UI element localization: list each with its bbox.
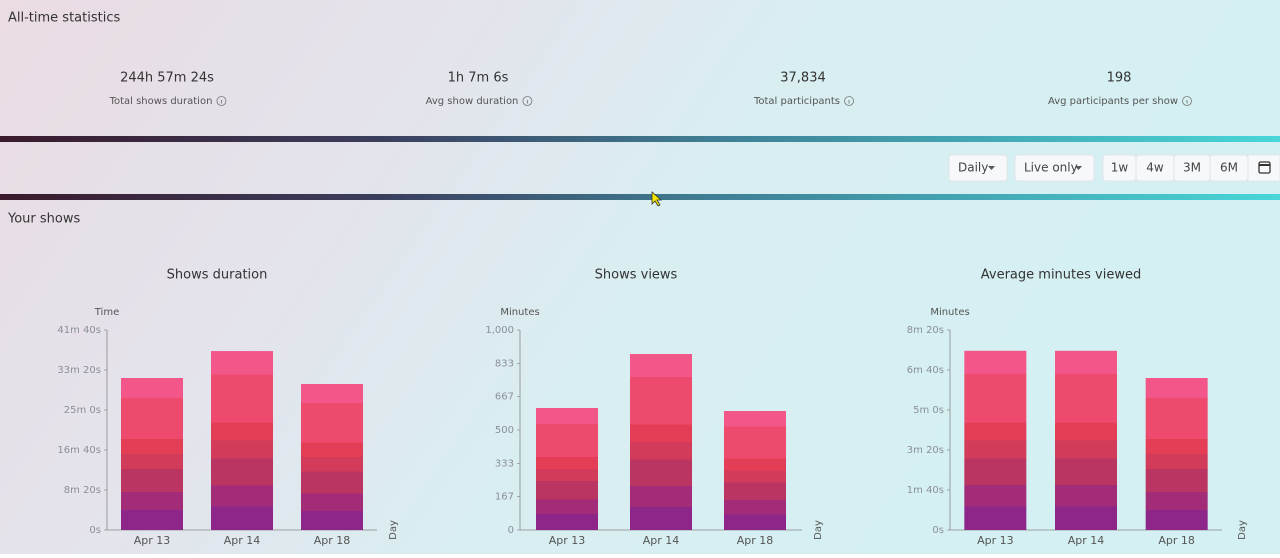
button[interactable]: [948, 154, 1008, 182]
bar: [536, 408, 598, 530]
x-tick-label: Apr 18: [314, 534, 351, 547]
x-tick-label: Apr 13: [134, 534, 171, 547]
button-label: Daily: [958, 161, 988, 175]
y-tick-label: 667: [495, 392, 514, 403]
stat-value: 1h 7m 6s: [448, 71, 509, 86]
button-label: 1w: [1111, 161, 1129, 175]
y-tick-label: 167: [495, 492, 514, 503]
y-tick-label: 1,000: [485, 325, 514, 336]
stat-value: 37,834: [780, 71, 826, 86]
bar: [301, 384, 363, 530]
button-label: Live only: [1024, 161, 1078, 175]
y-axis-label: Minutes: [930, 307, 969, 318]
y-tick-label: 33m 20s: [57, 365, 101, 376]
chart-title: Average minutes viewed: [981, 268, 1141, 283]
button-label: 4w: [1146, 161, 1164, 175]
stat-label: Avg participants per show: [1048, 96, 1178, 107]
info-icon[interactable]: [1182, 96, 1192, 106]
bar: [724, 411, 786, 530]
x-tick-label: Apr 14: [1068, 534, 1105, 547]
x-tick-label: Apr 13: [549, 534, 586, 547]
y-tick-label: 16m 40s: [57, 445, 101, 456]
bar: [121, 378, 183, 530]
x-tick-label: Apr 13: [977, 534, 1014, 547]
x-tick-label: Apr 18: [737, 534, 774, 547]
info-icon[interactable]: [844, 96, 854, 106]
chart-title: Shows views: [595, 268, 678, 283]
y-tick-label: 8m 20s: [907, 325, 944, 336]
stat-value: 244h 57m 24s: [120, 71, 214, 86]
x-tick-label: Apr 18: [1158, 534, 1195, 547]
y-tick-label: 25m 0s: [64, 405, 101, 416]
caret: [988, 166, 995, 170]
cursor: [651, 191, 663, 207]
y-tick-label: 5m 0s: [913, 405, 944, 416]
stat-value: 198: [1107, 71, 1132, 86]
bar: [1145, 378, 1208, 530]
caret: [1075, 166, 1082, 170]
y-tick-label: 0s: [89, 525, 101, 536]
y-tick-label: 1m 40s: [907, 485, 944, 496]
bar: [211, 351, 273, 530]
y-tick-label: 833: [495, 358, 514, 369]
bar: [630, 354, 692, 530]
header-title: All-time statistics: [8, 11, 120, 26]
y-tick-label: 41m 40s: [57, 325, 101, 336]
x-axis-label: Day: [813, 520, 824, 540]
divider: [0, 136, 1280, 142]
x-axis-label: Day: [1237, 520, 1248, 540]
bar: [964, 350, 1027, 530]
stat-label: Total participants: [753, 96, 840, 107]
button-label: 3M: [1183, 161, 1201, 175]
y-tick-label: 0: [508, 525, 514, 536]
bar: [1055, 350, 1117, 530]
y-tick-label: 3m 20s: [907, 445, 944, 456]
y-tick-label: 0s: [932, 525, 944, 536]
stat-label: Avg show duration: [426, 96, 519, 107]
y-axis-label: Time: [94, 307, 119, 318]
y-tick-label: 500: [495, 425, 514, 436]
chart-title: Shows duration: [167, 268, 268, 283]
divider: [0, 194, 1280, 200]
y-tick-label: 333: [495, 458, 514, 469]
section-title: Your shows: [7, 212, 80, 227]
x-tick-label: Apr 14: [224, 534, 261, 547]
info-icon[interactable]: [522, 96, 533, 106]
button[interactable]: [1247, 154, 1280, 182]
button[interactable]: [1014, 154, 1095, 182]
y-axis-label: Minutes: [500, 307, 539, 318]
stat-label: Total shows duration: [109, 96, 213, 107]
button-label: 6M: [1220, 161, 1238, 175]
calendar-icon: [1258, 161, 1271, 174]
y-tick-label: 6m 40s: [907, 365, 944, 376]
y-tick-label: 8m 20s: [64, 485, 101, 496]
x-tick-label: Apr 14: [643, 534, 680, 547]
info-icon[interactable]: [216, 96, 227, 106]
x-axis-label: Day: [388, 520, 399, 540]
